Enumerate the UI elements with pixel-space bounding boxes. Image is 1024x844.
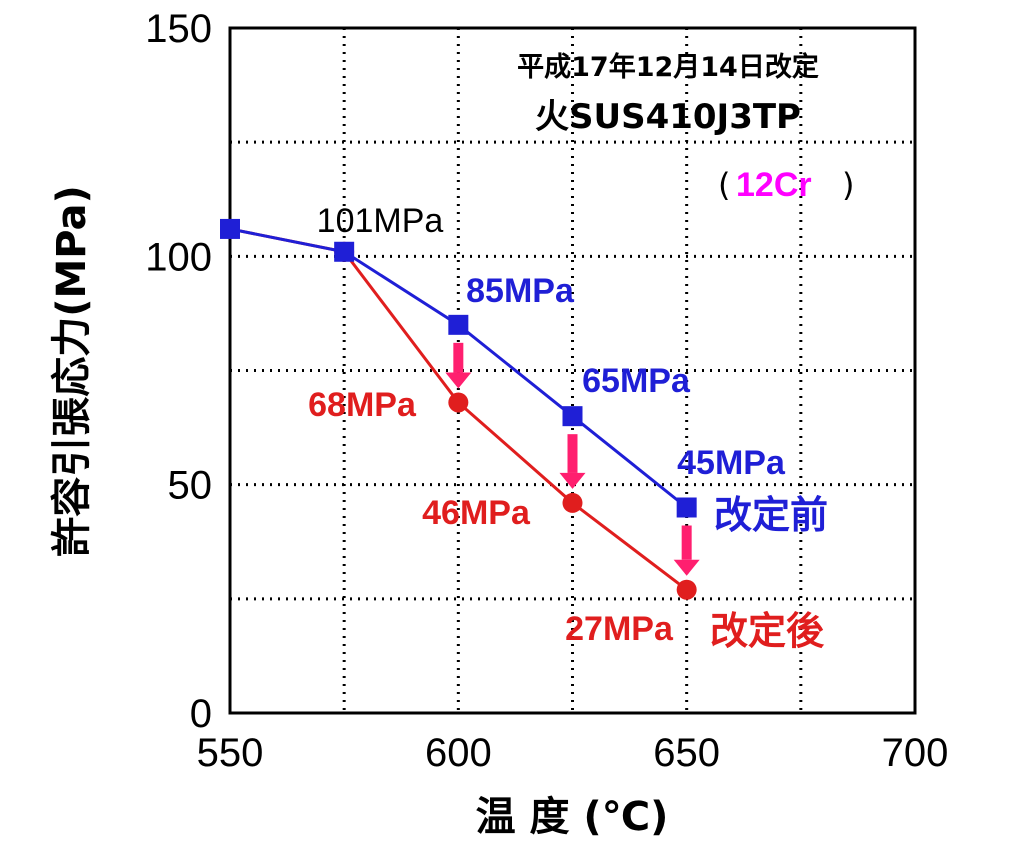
tick-labels: 550 600 650 700 0 50 100 150 — [145, 7, 948, 775]
series-before-revision — [220, 218, 697, 518]
x-tick-label: 650 — [653, 731, 720, 775]
y-tick-label: 50 — [168, 464, 213, 508]
data-point-circle — [676, 579, 697, 600]
data-point-square — [334, 241, 355, 262]
x-axis-label: 温 度 (℃) — [476, 794, 669, 840]
label-27mpa: 27MPa — [565, 610, 674, 648]
label-85mpa: 85MPa — [466, 272, 575, 310]
down-arrow — [673, 525, 700, 576]
y-tick-label: 150 — [145, 7, 212, 51]
label-46mpa: 46MPa — [422, 494, 531, 532]
x-tick-label: 600 — [425, 731, 492, 775]
revision-date: 平成17年12月14日改定 — [517, 51, 819, 83]
grade-paren-open: ( — [718, 166, 730, 204]
down-arrow — [559, 434, 586, 489]
data-point-square — [562, 406, 583, 427]
arrow-shaft — [567, 434, 578, 473]
grade-label: ( 12Cr ) — [718, 166, 854, 204]
grade-text: 12Cr — [736, 166, 812, 204]
label-101mpa: 101MPa — [317, 202, 444, 240]
y-tick-label: 100 — [145, 235, 212, 279]
plot-frame — [228, 26, 917, 715]
data-point-square — [220, 218, 240, 239]
change-arrows — [445, 342, 700, 576]
arrow-head — [673, 559, 700, 576]
label-45mpa: 45MPa — [677, 444, 786, 482]
arrow-shaft — [681, 525, 692, 560]
data-point-circle — [562, 492, 583, 513]
down-arrow — [445, 342, 472, 389]
grade-paren-close: ) — [842, 166, 854, 204]
arrow-head — [559, 472, 586, 489]
label-68mpa: 68MPa — [308, 386, 417, 424]
legend-after-revision: 改定後 — [710, 609, 825, 653]
series-layer — [220, 218, 697, 600]
label-65mpa: 65MPa — [582, 362, 691, 400]
arrow-head — [445, 372, 472, 389]
legend-before-revision: 改定前 — [714, 493, 828, 537]
y-axis-label: 許容引張応力(MPa) — [49, 185, 95, 557]
y-tick-label: 0 — [190, 692, 212, 736]
arrow-shaft — [453, 342, 464, 373]
data-point-square — [676, 497, 697, 518]
data-point-square — [448, 314, 469, 335]
x-tick-label: 700 — [882, 731, 949, 775]
material-name: 火SUS410J3TP — [535, 97, 801, 137]
x-tick-label: 550 — [197, 731, 264, 775]
data-point-circle — [448, 392, 469, 413]
